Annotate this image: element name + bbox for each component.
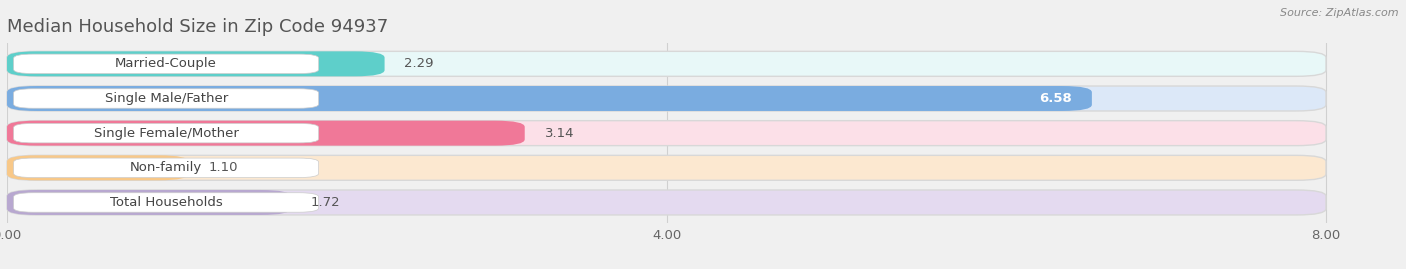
FancyBboxPatch shape: [7, 190, 1326, 215]
FancyBboxPatch shape: [7, 121, 1326, 146]
Text: Source: ZipAtlas.com: Source: ZipAtlas.com: [1281, 8, 1399, 18]
FancyBboxPatch shape: [7, 51, 1326, 76]
Text: Non-family: Non-family: [129, 161, 202, 174]
FancyBboxPatch shape: [7, 51, 385, 76]
FancyBboxPatch shape: [14, 158, 319, 178]
FancyBboxPatch shape: [7, 121, 524, 146]
FancyBboxPatch shape: [7, 190, 291, 215]
FancyBboxPatch shape: [14, 89, 319, 108]
Text: Median Household Size in Zip Code 94937: Median Household Size in Zip Code 94937: [7, 18, 388, 36]
FancyBboxPatch shape: [14, 54, 319, 73]
Text: 3.14: 3.14: [544, 127, 574, 140]
FancyBboxPatch shape: [7, 155, 1326, 180]
Text: Married-Couple: Married-Couple: [115, 57, 217, 70]
Text: 2.29: 2.29: [405, 57, 434, 70]
Text: 6.58: 6.58: [1039, 92, 1073, 105]
Text: 1.72: 1.72: [311, 196, 340, 209]
Text: 1.10: 1.10: [208, 161, 238, 174]
Text: Single Female/Mother: Single Female/Mother: [94, 127, 239, 140]
Text: Total Households: Total Households: [110, 196, 222, 209]
FancyBboxPatch shape: [7, 155, 188, 180]
FancyBboxPatch shape: [14, 123, 319, 143]
Text: Single Male/Father: Single Male/Father: [104, 92, 228, 105]
FancyBboxPatch shape: [7, 86, 1326, 111]
FancyBboxPatch shape: [7, 86, 1092, 111]
FancyBboxPatch shape: [14, 193, 319, 212]
